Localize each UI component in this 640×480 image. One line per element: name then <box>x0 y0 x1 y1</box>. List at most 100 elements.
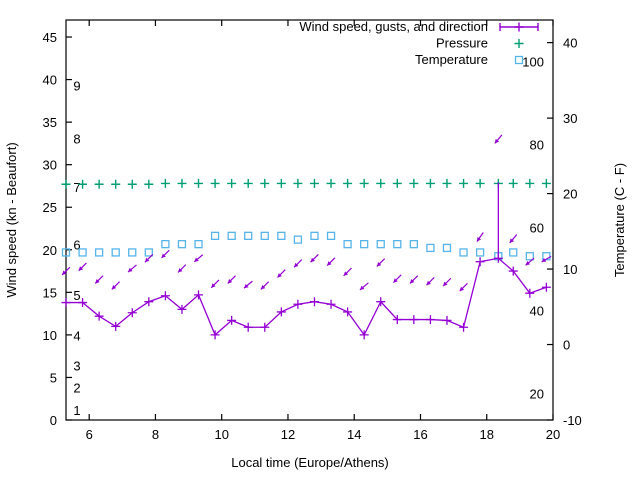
wind-direction-arrowhead <box>494 138 500 144</box>
wind-direction-arrowhead <box>294 262 299 268</box>
temperature-point <box>177 240 187 249</box>
wind-direction-arrowhead <box>509 238 514 243</box>
temperature-point <box>459 248 468 257</box>
wind-speed-point <box>260 322 270 332</box>
fahrenheit-labels: 20 40 60 80 100 <box>522 55 544 402</box>
temperature-point <box>525 252 534 261</box>
wind-speed-point <box>376 297 386 307</box>
wind-speed-point <box>343 307 353 317</box>
temperature-point <box>293 235 303 244</box>
wind-speed-point <box>243 322 253 332</box>
wind-direction-arrowhead <box>277 273 282 278</box>
wind-speed-point <box>227 315 237 325</box>
beaufort-label: 8 <box>73 131 80 146</box>
pressure-point <box>177 178 187 188</box>
wind-direction-arrowhead <box>227 279 233 284</box>
wind-speed-point <box>409 315 419 325</box>
temperature-point <box>227 231 236 240</box>
beaufort-label: 5 <box>73 288 80 303</box>
legend-square-marker <box>514 55 524 65</box>
pressure-point <box>276 178 286 188</box>
pressure-point <box>475 178 485 188</box>
temperature-point <box>426 243 435 253</box>
y-tick-label: 30 <box>43 158 57 173</box>
wind-direction-arrowhead <box>111 285 117 290</box>
x-tick-label: 16 <box>413 427 427 442</box>
temperature-point <box>94 248 104 257</box>
wind-direction-arrowhead <box>327 261 332 266</box>
wind-direction-arrowhead <box>310 257 315 263</box>
wind-direction-arrowhead <box>260 285 266 290</box>
wind-direction-arrowhead <box>243 283 249 289</box>
y-tick-label: 40 <box>43 73 57 88</box>
pressure-point <box>194 178 204 188</box>
pressure-point <box>359 178 369 188</box>
pressure-point <box>293 178 303 188</box>
wind-speed-point <box>210 330 220 340</box>
wind-direction-arrowhead <box>393 278 398 283</box>
temperature-point <box>310 231 319 240</box>
y-tick-label: 20 <box>43 243 57 258</box>
y-tick-label: 35 <box>43 115 57 130</box>
plot-frame <box>65 19 554 421</box>
wind-speed-point <box>309 297 319 307</box>
temperature-point <box>161 240 170 249</box>
wind-direction-arrowhead <box>525 260 531 266</box>
temperature-point <box>475 248 485 257</box>
y-tick-label: 25 <box>43 200 57 215</box>
temperature-series <box>61 231 551 261</box>
y2-axis-title: Temperature (C - F) <box>612 163 627 277</box>
temperature-point <box>210 231 220 240</box>
legend-label: Pressure <box>436 36 488 51</box>
x-axis-ticks: 6 8 10 12 14 16 18 20 <box>86 20 560 442</box>
y-tick-label: 5 <box>50 370 57 385</box>
pressure-series <box>61 178 551 189</box>
y-tick-label: 10 <box>43 328 57 343</box>
wind-speed-point <box>293 299 303 309</box>
pressure-point <box>525 178 535 188</box>
pressure-point <box>260 178 270 188</box>
temperature-point <box>144 248 153 257</box>
wind-speed-point <box>392 315 402 325</box>
y-tick-label: 45 <box>43 30 57 45</box>
y2-axis-ticks: -10 0 10 20 30 40 <box>547 36 582 428</box>
wind-speed-point <box>359 330 369 340</box>
fahrenheit-label: 60 <box>530 221 544 236</box>
y2-tick-label: 30 <box>563 111 577 126</box>
wind-speed-point <box>194 290 204 300</box>
x-axis-title: Local time (Europe/Athens) <box>231 455 389 470</box>
wind-speed-point <box>475 257 485 267</box>
fahrenheit-label: 20 <box>530 387 544 402</box>
legend-plus-marker <box>514 22 524 32</box>
pressure-point <box>541 178 551 188</box>
temperature-point <box>343 240 352 249</box>
wind-speed-point <box>525 288 535 298</box>
plot-border <box>65 19 554 421</box>
pressure-point <box>508 178 518 188</box>
pressure-point <box>326 178 336 188</box>
beaufort-label: 7 <box>73 180 80 195</box>
wind-speed-point <box>508 266 518 276</box>
temperature-point <box>111 248 120 257</box>
pressure-point <box>144 179 154 189</box>
wind-speed-point <box>144 297 154 307</box>
pressure-point <box>61 179 71 189</box>
fahrenheit-label: 100 <box>522 55 544 70</box>
temperature-point <box>61 248 71 257</box>
legend-plus-marker <box>514 39 524 48</box>
wind-speed-point <box>442 315 452 325</box>
wind-direction-arrowhead <box>343 271 349 276</box>
x-tick-label: 6 <box>86 427 93 442</box>
wind-direction-arrowhead <box>426 280 431 286</box>
legend: Wind speed, gusts, and direction Pressure… <box>299 19 539 67</box>
x-tick-label: 10 <box>214 427 228 442</box>
wind-speed-point <box>127 308 137 318</box>
temperature-point <box>409 240 419 249</box>
fahrenheit-label: 80 <box>530 138 544 153</box>
wind-speed-point <box>425 315 435 325</box>
beaufort-label: 3 <box>73 359 80 374</box>
wind-speed-line <box>66 257 547 337</box>
wind-direction-arrowhead <box>161 253 166 258</box>
